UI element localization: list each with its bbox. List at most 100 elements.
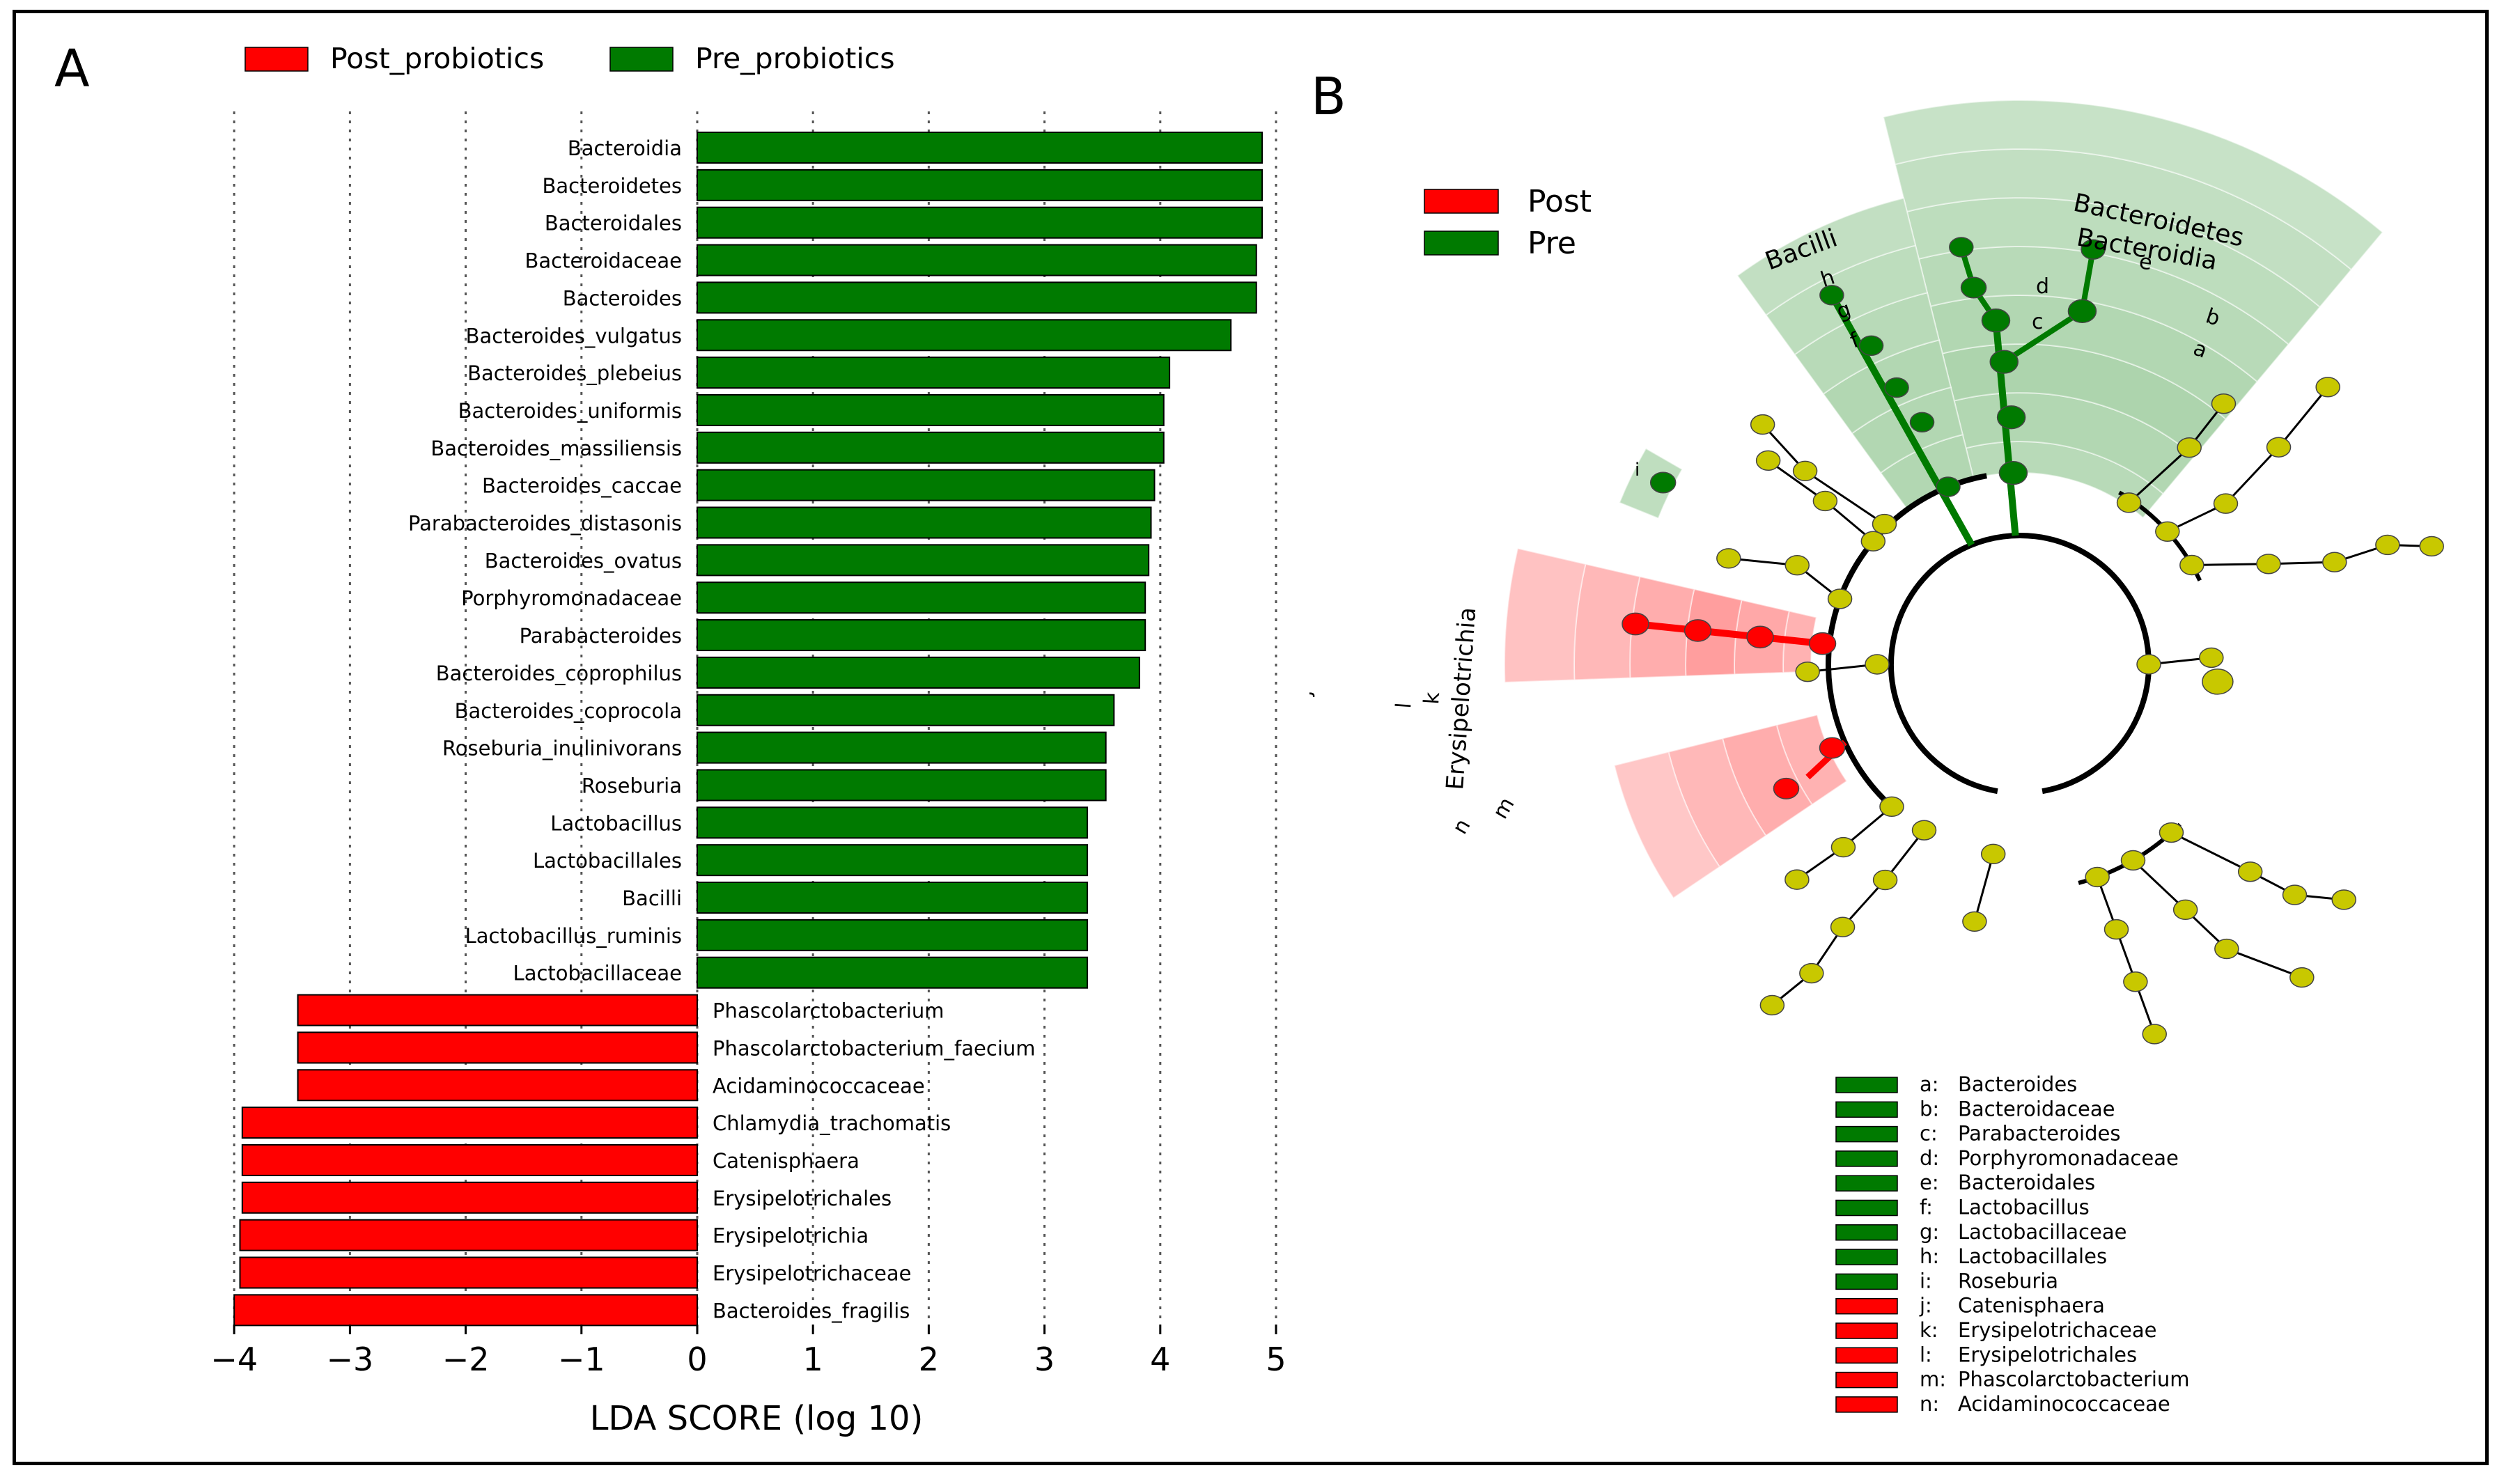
edge-neutral-12-0 xyxy=(2170,831,2251,873)
clado-legend-label-0: Post xyxy=(1527,184,1592,219)
legend-swatch-0 xyxy=(244,47,309,72)
x-tick-label-8: 4 xyxy=(1150,1341,1170,1378)
cladogram-legend: Post Pre xyxy=(1424,184,1592,261)
key-swatch-i xyxy=(1835,1273,1898,1290)
edge-neutral-13-0 xyxy=(1973,853,1995,922)
x-tick-label-0: −4 xyxy=(210,1341,258,1378)
bar-label-Bacteroides_ovatus: Bacteroides_ovatus xyxy=(485,549,682,572)
cladogram-nodes xyxy=(1622,237,2444,1045)
node-neutral-3-1 xyxy=(2213,493,2239,514)
bar-chart-category-labels: Bacteroidia Bacteroidetes Bacteroidales Bac… xyxy=(408,136,1036,1322)
node-bacteroidetes-1 xyxy=(1996,405,2026,430)
bar-Roseburia xyxy=(697,769,1107,802)
legend-swatch-1 xyxy=(609,47,674,72)
node-bacteroides xyxy=(2081,239,2106,260)
key-taxon-l: Erysipelotrichales xyxy=(1958,1343,2137,1366)
bar-label-Bacteroides_coprocola: Bacteroides_coprocola xyxy=(455,699,682,723)
clado-legend-swatch-0 xyxy=(1424,189,1499,214)
bar-label-Chlamydia_trachomatis: Chlamydia_trachomatis xyxy=(713,1111,951,1135)
key-letter-k: k: xyxy=(1920,1318,1938,1342)
node-neutral-11-3 xyxy=(2289,967,2315,988)
edge-neutral-3-2 xyxy=(2278,386,2329,448)
node-neutral-9-2 xyxy=(1784,869,1810,890)
node-neutral-4-1 xyxy=(2256,554,2281,575)
bar-label-Bacteroidaceae: Bacteroidaceae xyxy=(525,249,683,273)
cladogram-key: a: Bacteroides b: Bacteroidaceae c: Parabacte… xyxy=(1835,1072,2190,1416)
key-letter-m: m: xyxy=(1920,1368,1946,1391)
panel-b-letter: B xyxy=(1311,67,1346,127)
node-neutral-4-0 xyxy=(2179,554,2204,576)
node-neutral-10-3 xyxy=(2142,1024,2167,1045)
node-bacteroidetes-0 xyxy=(1998,461,2028,485)
key-letter-h: h: xyxy=(1920,1244,1939,1268)
bar-Bacteroides_uniformis xyxy=(697,393,1165,426)
key-letter-i: i: xyxy=(1920,1269,1932,1292)
bar-chart-legend: Post_probiotics Pre_probiotics xyxy=(244,42,895,75)
bar-label-Bacteroides: Bacteroides xyxy=(563,286,682,310)
node-neutral-13-0 xyxy=(1980,843,2006,865)
key-taxon-h: Lactobacillales xyxy=(1958,1244,2107,1268)
node-neutral-0-2 xyxy=(1755,450,1781,471)
bar-chart-bars xyxy=(233,132,1263,1327)
key-letter-f: f: xyxy=(1920,1196,1933,1219)
bar-Phascolarctobacterium xyxy=(297,994,698,1026)
node-neutral-8-1 xyxy=(1872,869,1898,891)
key-swatch-d xyxy=(1835,1150,1898,1167)
node-neutral-12-3 xyxy=(2331,889,2356,910)
node-letter-i: i xyxy=(1635,460,1640,481)
lda-bar-chart: Post_probiotics Pre_probiotics Bacteroidi… xyxy=(210,42,1286,1438)
key-swatch-e xyxy=(1835,1175,1898,1192)
node-bacilli-3 xyxy=(1858,335,1884,357)
bar-Parabacteroides xyxy=(697,619,1146,652)
node-neutral-3-0 xyxy=(2155,521,2180,542)
node-bacteroidaceae xyxy=(2067,299,2097,323)
node-neutral-4-4 xyxy=(2419,536,2444,557)
sector-bacteroidetes-band-7 xyxy=(1882,100,2384,271)
x-tick-label-2: −2 xyxy=(442,1341,490,1378)
node-letter-l: l xyxy=(1392,702,1416,710)
node-neutral-0-0 xyxy=(1860,531,1886,552)
node-neutral-3-3 xyxy=(2315,377,2340,398)
x-tick-label-7: 3 xyxy=(1034,1341,1055,1378)
node-neutral-5-1 xyxy=(2177,437,2202,458)
bar-label-Parabacteroides: Parabacteroides xyxy=(520,624,682,648)
node-neutral-9-0 xyxy=(1879,796,1904,818)
key-taxon-n: Acidaminococcaceae xyxy=(1958,1392,2170,1416)
x-tick-label-4: 0 xyxy=(687,1341,707,1378)
node-erysipelotrichia-0 xyxy=(1808,632,1837,655)
edge-root-circle xyxy=(1888,533,2152,795)
bar-label-Bacteroides_uniformis: Bacteroides_uniformis xyxy=(458,399,682,423)
bar-Erysipelotrichia xyxy=(239,1219,698,1251)
bar-Bacteroidaceae xyxy=(697,244,1257,276)
bar-Bacteroidales xyxy=(697,206,1263,239)
bar-Lactobacillus xyxy=(697,806,1089,839)
bar-label-Bacilli: Bacilli xyxy=(622,887,682,910)
bar-label-Erysipelotrichaceae: Erysipelotrichaceae xyxy=(713,1262,911,1286)
key-taxon-c: Parabacteroides xyxy=(1958,1122,2120,1146)
bar-Bacteroides_massiliensis xyxy=(697,431,1165,464)
bar-label-Bacteroides_vulgatus: Bacteroides_vulgatus xyxy=(466,324,682,347)
bar-label-Catenisphaera: Catenisphaera xyxy=(713,1149,860,1173)
bar-Bacteroides_coprocola xyxy=(697,694,1115,726)
sector-acidaminococcaceae-band-3 xyxy=(1613,751,1721,899)
node-phascolarctobacterium xyxy=(1773,777,1800,799)
node-bacteroidetes-3 xyxy=(1981,308,2011,333)
node-erysipelotrichia-3 xyxy=(1622,612,1649,636)
node-neutral-6-0 xyxy=(1865,654,1890,675)
bar-label-Bacteroides_coprophilus: Bacteroides_coprophilus xyxy=(436,662,682,685)
edge-bacteroidales xyxy=(2003,308,2084,364)
node-neutral-0-1 xyxy=(1812,490,1838,512)
bar-Phascolarctobacterium_faecium xyxy=(297,1031,698,1064)
node-parabacteroides xyxy=(1949,237,1974,258)
bar-Bacteroidetes xyxy=(697,169,1263,201)
sector-erysipelotrichia-band-5 xyxy=(1504,547,1587,683)
key-swatch-h xyxy=(1835,1249,1898,1265)
bar-label-Bacteroidetes: Bacteroidetes xyxy=(543,174,682,198)
node-bacilli-4 xyxy=(1819,285,1844,306)
key-swatch-a xyxy=(1835,1077,1898,1093)
node-neutral-11-2 xyxy=(2214,938,2239,960)
x-tick-label-9: 5 xyxy=(1266,1341,1286,1378)
legend-label-1: Pre_probiotics xyxy=(695,42,895,75)
node-neutral-12-0 xyxy=(2159,822,2184,843)
node-neutral-10-0 xyxy=(2085,866,2110,888)
